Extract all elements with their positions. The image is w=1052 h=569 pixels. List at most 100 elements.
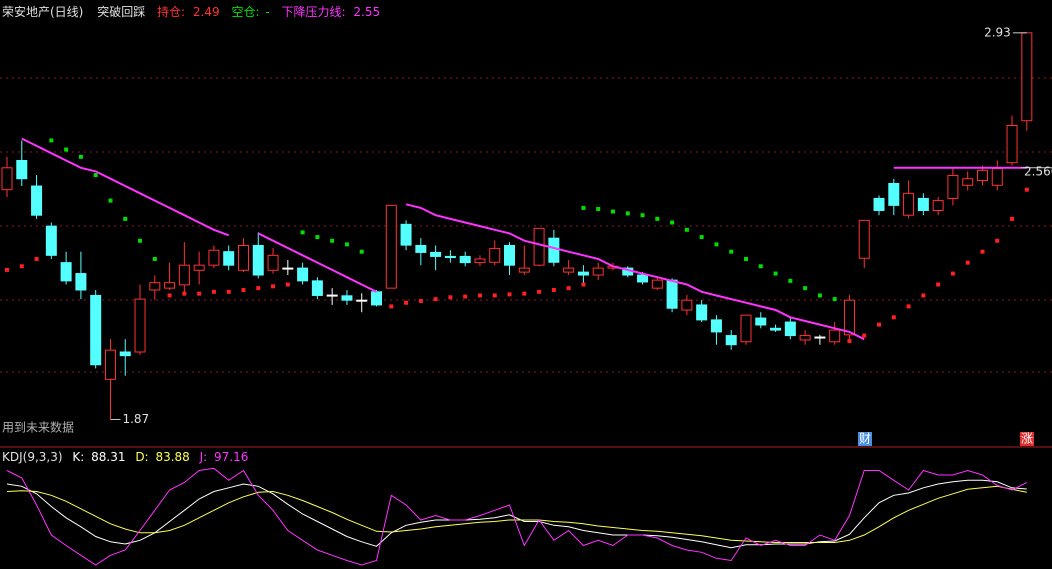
candle-body	[504, 244, 516, 266]
candle-body	[341, 295, 353, 301]
candle-body	[976, 169, 988, 182]
signal-dot	[1024, 187, 1029, 192]
signal-dot	[492, 293, 497, 298]
candle-body	[1, 167, 13, 191]
chart-subtitle: 突破回踩	[97, 4, 145, 19]
trend-line	[21, 137, 230, 237]
kdj-line	[6, 479, 1027, 549]
high-label: 2.93	[984, 25, 1011, 39]
legend-value: 97.16	[214, 450, 248, 464]
candle-body	[297, 267, 309, 282]
level-label: 2.560	[1024, 164, 1052, 178]
marker-box	[858, 432, 872, 446]
signal-dot	[507, 292, 512, 297]
candle-body	[991, 168, 1003, 186]
signal-dot	[537, 289, 542, 294]
candle-body	[814, 336, 826, 339]
signal-dot	[330, 238, 335, 243]
candle-body	[518, 267, 530, 273]
candle-body	[740, 314, 752, 343]
indicator-value: -	[265, 5, 269, 19]
candle-body	[962, 178, 974, 186]
signal-dot	[138, 238, 143, 243]
candle-body	[252, 244, 264, 276]
kdj-line	[6, 485, 1027, 543]
signal-dot	[551, 287, 556, 292]
signal-dot	[344, 242, 349, 247]
candle-body	[637, 274, 649, 283]
candle-body	[1021, 32, 1033, 122]
signal-dot	[950, 271, 955, 276]
legend-name: D:	[135, 450, 148, 464]
candle-body	[592, 267, 604, 276]
candle-body	[415, 244, 427, 253]
chart-title: 荣安地产(日线)	[2, 4, 83, 19]
candle-body	[119, 351, 131, 357]
candle-body	[134, 298, 146, 353]
candle-body	[710, 319, 722, 333]
signal-dot	[1010, 216, 1015, 221]
candle-body	[193, 264, 205, 271]
candle-body	[430, 251, 442, 257]
signal-dot	[108, 198, 113, 203]
signal-dot	[995, 238, 1000, 243]
signal-dot	[758, 264, 763, 269]
legend-name: K:	[72, 450, 84, 464]
candle-body	[31, 185, 43, 216]
candle-body	[371, 291, 382, 306]
signal-dot	[34, 256, 39, 261]
signal-dot	[862, 333, 867, 338]
signal-dot	[241, 287, 246, 292]
indicator-label: 持仓:	[157, 4, 185, 19]
marker-box	[1020, 432, 1034, 446]
candle-body	[208, 249, 220, 266]
signal-dot	[477, 293, 482, 298]
signal-dot	[684, 227, 689, 232]
candle-body	[651, 279, 663, 289]
indicator-label: 下降压力线:	[282, 5, 346, 19]
signal-dot	[463, 294, 468, 299]
signal-dot	[226, 289, 231, 294]
indicator-value: 2.49	[193, 5, 220, 19]
signal-dot	[744, 256, 748, 261]
signal-dot	[211, 289, 216, 294]
signal-dot	[448, 295, 453, 300]
candle-body	[799, 335, 811, 341]
candle-body	[888, 182, 900, 206]
signal-dot	[625, 211, 630, 216]
candle-body	[16, 159, 28, 180]
candle-body	[843, 299, 855, 336]
signal-dot	[581, 205, 586, 210]
signal-dot	[300, 230, 305, 235]
candle-body	[45, 225, 57, 256]
candle-body	[696, 304, 708, 321]
candle-body	[1006, 124, 1018, 164]
signal-dot	[610, 209, 615, 214]
signal-dot	[729, 249, 734, 254]
signal-dot	[877, 322, 882, 327]
signal-dot	[433, 297, 438, 302]
grid	[0, 77, 1052, 373]
candle-body	[223, 251, 235, 266]
candle-body	[533, 227, 545, 266]
low-label: 1.87	[122, 412, 149, 426]
signal-dot	[182, 291, 187, 296]
candle-body	[681, 299, 693, 311]
signal-dot	[123, 216, 128, 221]
legend-value: 83.88	[155, 450, 189, 464]
signal-dot	[714, 242, 719, 247]
candle-body	[164, 282, 176, 289]
signal-dot	[965, 260, 970, 265]
signal-dot	[5, 267, 9, 272]
candle-body	[178, 264, 190, 286]
signal-dot	[773, 271, 778, 276]
candle-body	[326, 294, 338, 297]
kdj-title: KDJ(9,3,3)	[2, 450, 63, 464]
signal-dot	[921, 293, 926, 298]
note: 用到未来数据	[2, 420, 74, 435]
candle-body	[489, 247, 501, 263]
kdj-header: KDJ(9,3,3) K: 88.31 D: 83.88 J: 97.16	[2, 450, 248, 464]
marker-text: 财	[859, 432, 871, 446]
